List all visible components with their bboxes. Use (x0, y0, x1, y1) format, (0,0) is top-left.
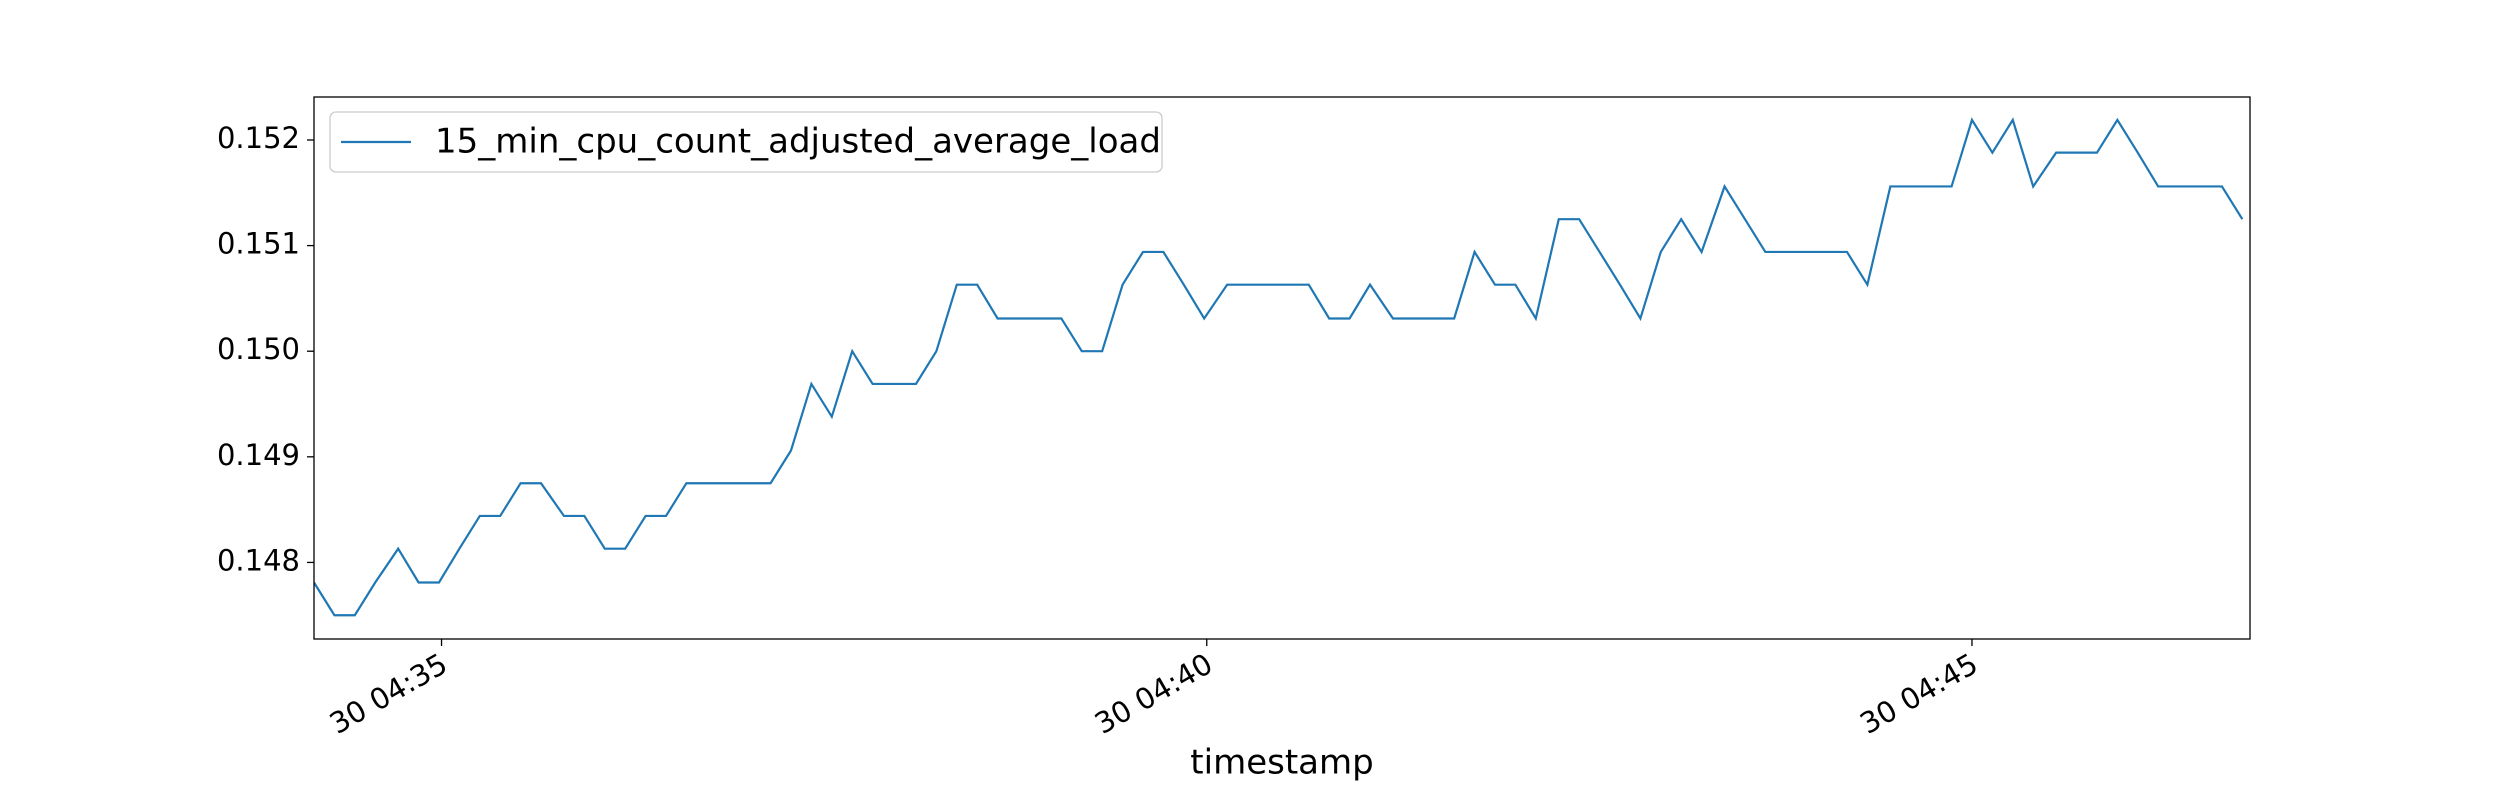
x-tick-label: 30 04:40 (1089, 647, 1218, 741)
y-tick-label: 0.148 (217, 543, 300, 577)
legend-label: 15_min_cpu_count_adjusted_average_load (435, 122, 1161, 162)
x-tick-label: 30 04:45 (1854, 647, 1983, 741)
x-axis-label: timestamp (1190, 743, 1373, 783)
y-tick-label: 0.150 (217, 332, 300, 366)
legend-box (329, 111, 1163, 173)
data-line (314, 117, 2244, 617)
y-tick-label: 0.149 (217, 438, 300, 472)
x-tick-label: 30 04:35 (324, 647, 453, 741)
y-tick-label: 0.151 (217, 227, 300, 261)
plot-frame (313, 96, 2251, 640)
y-tick-label: 0.152 (217, 121, 300, 155)
